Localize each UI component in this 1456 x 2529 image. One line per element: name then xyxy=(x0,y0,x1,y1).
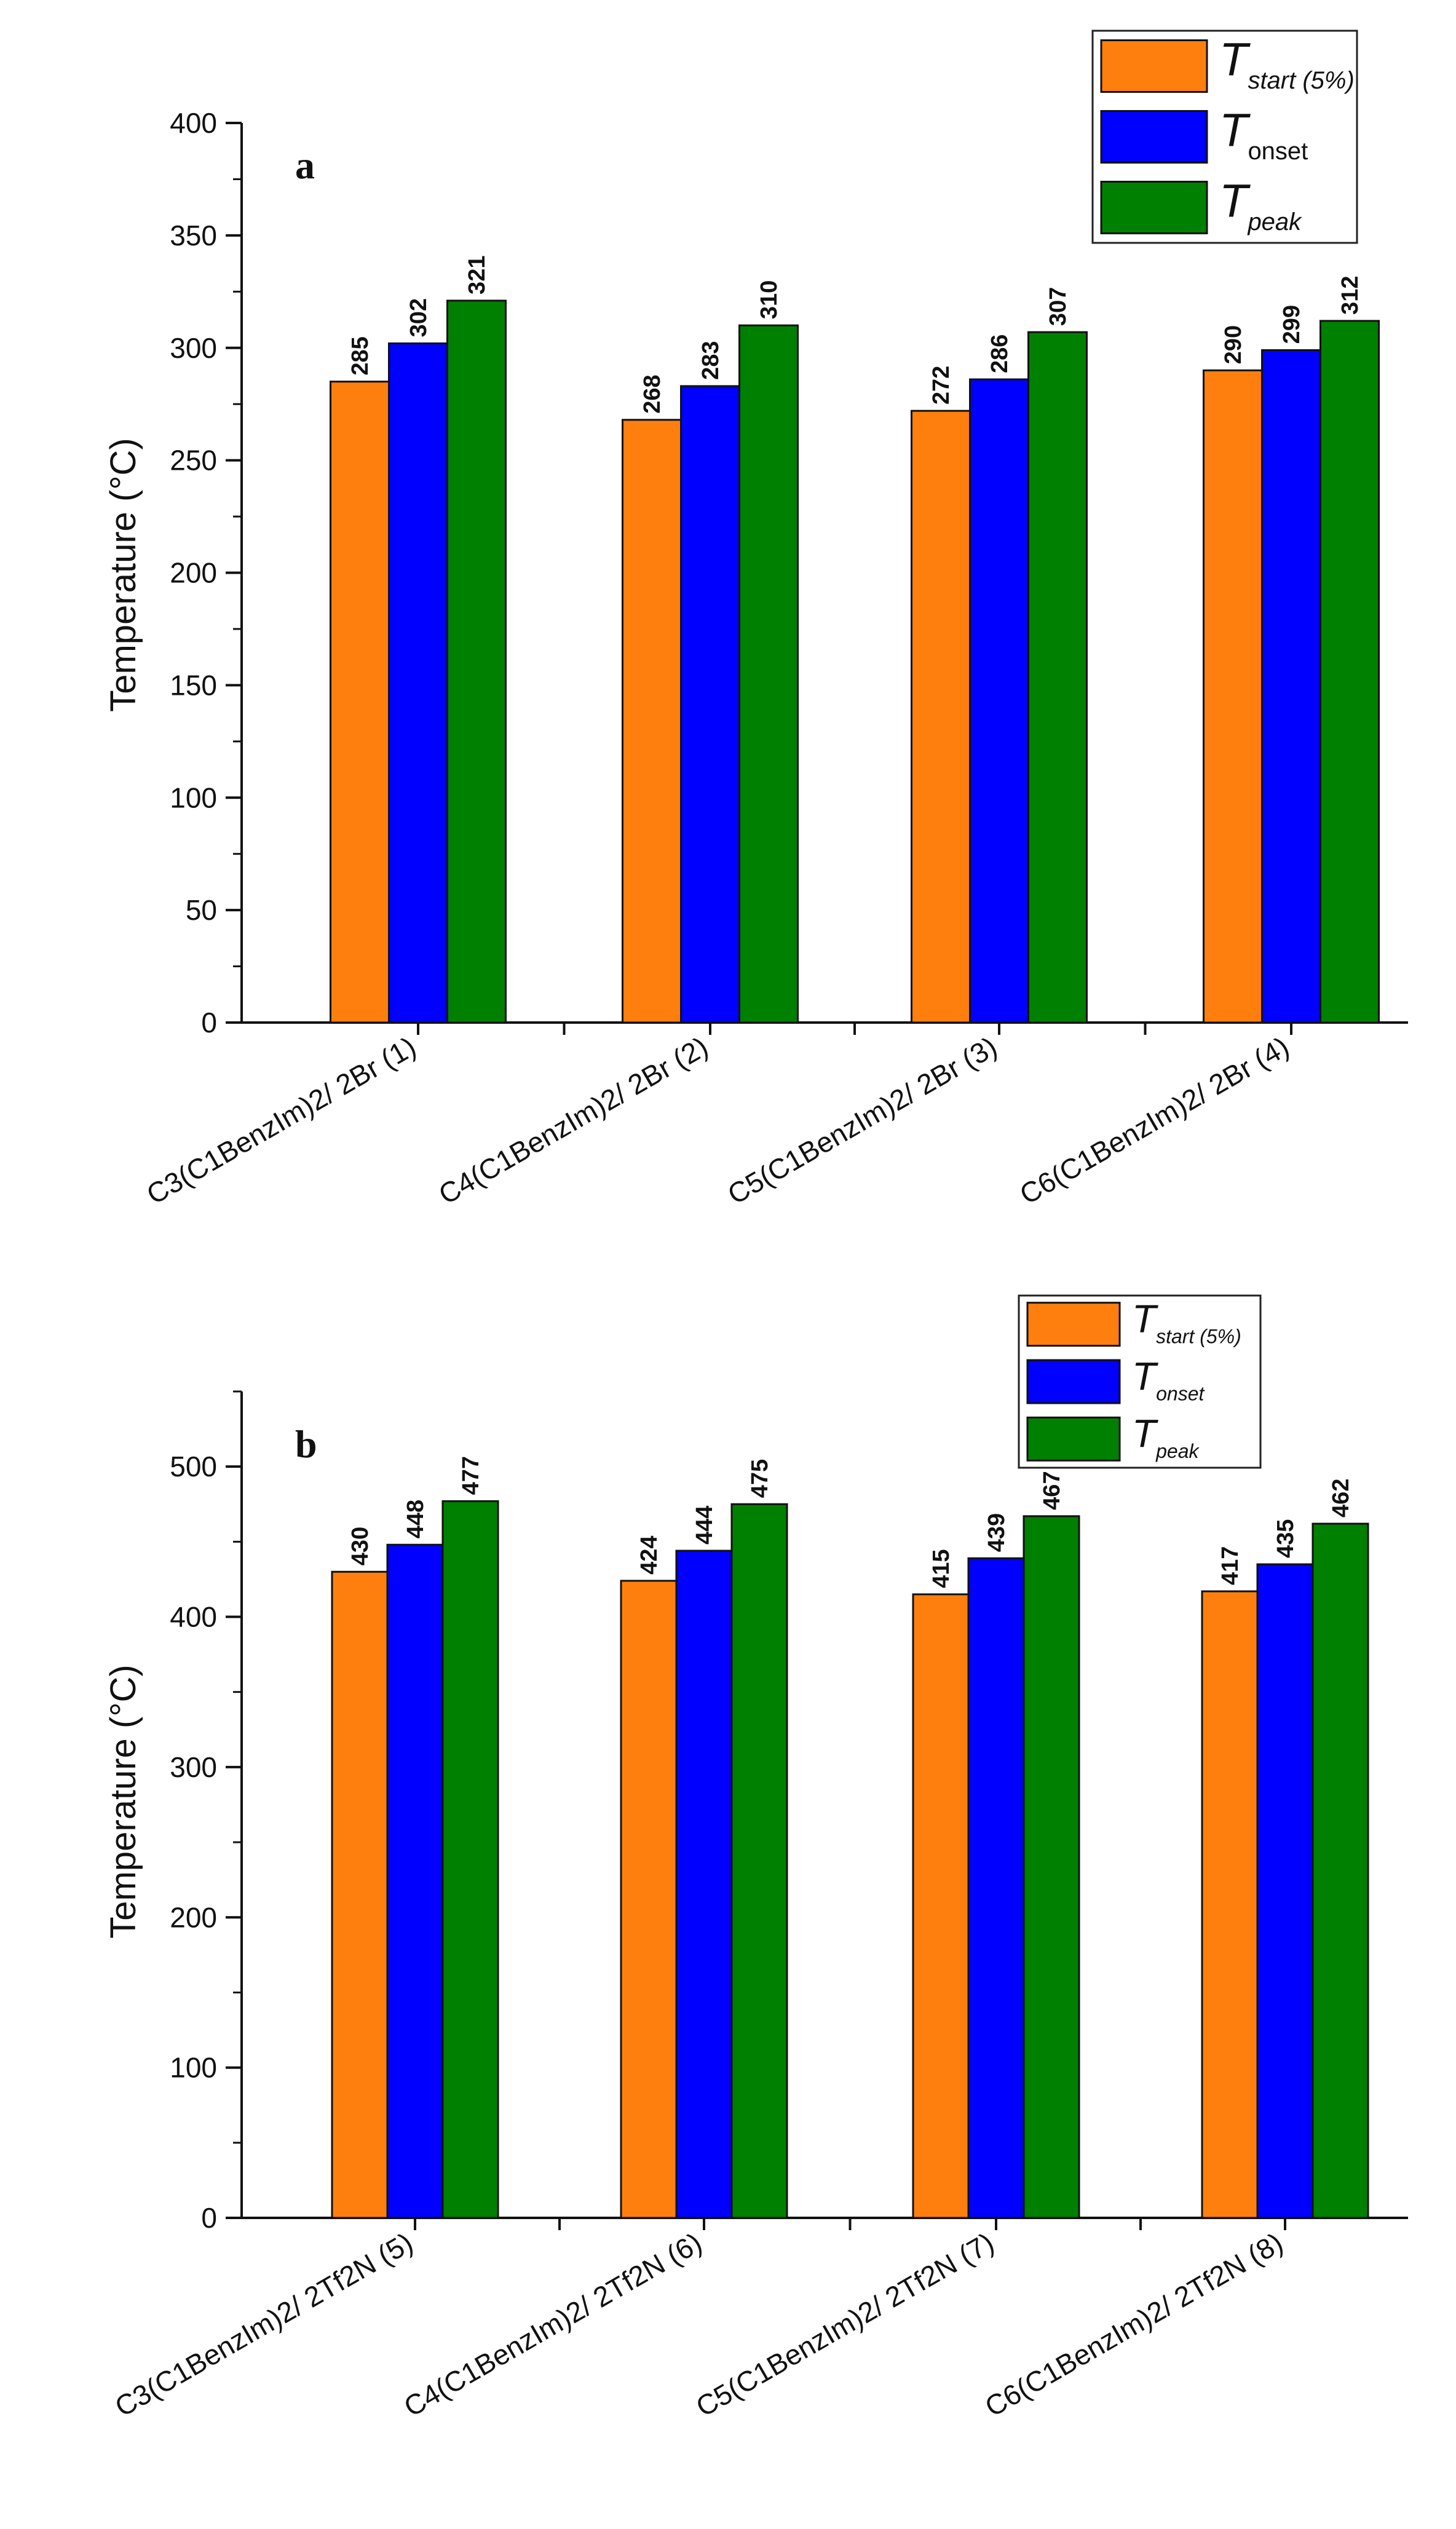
bar xyxy=(386,1543,444,2219)
legend-swatch xyxy=(1100,39,1208,93)
y-tick-label: 100 xyxy=(170,782,217,813)
data-label: 299 xyxy=(1279,305,1305,344)
data-label: 283 xyxy=(698,341,724,380)
bar xyxy=(1256,1563,1314,2219)
panel-label: b xyxy=(295,1422,317,1466)
y-tick-label: 200 xyxy=(170,1901,217,1933)
data-label: 435 xyxy=(1273,1519,1299,1558)
bar xyxy=(911,410,971,1024)
bar xyxy=(1312,1522,1369,2219)
data-label: 285 xyxy=(347,336,373,375)
bar xyxy=(1027,331,1088,1024)
legend-subscript: start (5%) xyxy=(1248,67,1354,94)
bar xyxy=(1201,1590,1259,2219)
bar xyxy=(1261,349,1321,1024)
y-tick-label: 150 xyxy=(170,669,217,701)
data-label: 286 xyxy=(987,334,1013,373)
legend-main-text: T xyxy=(1219,175,1251,228)
data-label: 268 xyxy=(639,374,665,413)
data-label: 321 xyxy=(464,256,490,295)
bar xyxy=(730,1503,788,2219)
data-label: 462 xyxy=(1328,1479,1354,1518)
legend-subscript: onset xyxy=(1156,1383,1205,1405)
y-axis-title: Temperature (°C) xyxy=(103,1664,143,1938)
bar xyxy=(620,1580,678,2219)
y-tick-label: 350 xyxy=(170,220,217,251)
y-tick-label: 500 xyxy=(170,1451,217,1482)
data-label: 430 xyxy=(347,1527,373,1565)
panel-label: a xyxy=(295,143,315,187)
bar xyxy=(331,1570,389,2219)
data-label: 307 xyxy=(1045,287,1071,326)
data-label: 302 xyxy=(406,298,432,337)
legend-swatch xyxy=(1100,181,1208,234)
bar xyxy=(1203,369,1263,1024)
data-label: 290 xyxy=(1221,325,1246,364)
legend-subscript: peak xyxy=(1247,208,1302,235)
bar xyxy=(675,1549,733,2219)
legend-entry: Tstart (5%) xyxy=(1132,1296,1241,1347)
data-label: 417 xyxy=(1217,1546,1243,1585)
legend-subscript: start (5%) xyxy=(1156,1325,1241,1347)
y-tick-label: 400 xyxy=(170,1601,217,1633)
data-label: 272 xyxy=(928,366,954,405)
data-label: 477 xyxy=(458,1456,484,1495)
y-tick-label: 400 xyxy=(170,107,217,139)
data-label: 415 xyxy=(928,1549,954,1588)
legend-main-text: T xyxy=(1132,1354,1158,1398)
bar xyxy=(441,1500,499,2219)
y-tick-label: 0 xyxy=(201,1007,217,1039)
legend-entry: Tstart (5%) xyxy=(1219,34,1355,94)
bar xyxy=(738,324,799,1024)
data-label: 467 xyxy=(1039,1471,1065,1510)
y-tick-label: 0 xyxy=(201,2202,217,2234)
legend-swatch xyxy=(1026,1302,1121,1347)
bar xyxy=(680,385,740,1024)
bar xyxy=(446,299,507,1024)
y-tick-label: 200 xyxy=(170,557,217,589)
legend-entry: Tonset xyxy=(1132,1354,1205,1405)
y-tick-label: 300 xyxy=(170,332,217,364)
data-label: 439 xyxy=(984,1513,1010,1552)
data-label: 310 xyxy=(756,280,782,319)
legend-entry: Tpeak xyxy=(1219,175,1302,235)
y-tick-label: 100 xyxy=(170,2052,217,2084)
y-axis-title: Temperature (°C) xyxy=(103,438,143,711)
data-label: 444 xyxy=(692,1506,718,1545)
legend-main-text: T xyxy=(1219,34,1251,86)
y-tick-label: 300 xyxy=(170,1751,217,1783)
legend-main-text: T xyxy=(1219,105,1251,157)
legend-subscript: peak xyxy=(1155,1440,1200,1462)
legend-swatch xyxy=(1026,1359,1121,1404)
legend-main-text: T xyxy=(1132,1296,1158,1340)
legend-main-text: T xyxy=(1132,1411,1158,1455)
bar xyxy=(622,419,682,1024)
bar xyxy=(1320,320,1380,1024)
y-tick-label: 250 xyxy=(170,445,217,477)
bar xyxy=(969,378,1029,1024)
data-label: 448 xyxy=(403,1500,429,1538)
legend-entry: Tpeak xyxy=(1132,1411,1200,1462)
data-label: 475 xyxy=(747,1459,773,1498)
data-label: 312 xyxy=(1337,275,1363,314)
legend-entry: Tonset xyxy=(1219,105,1308,165)
legend-swatch xyxy=(1026,1416,1121,1462)
bar xyxy=(1023,1515,1080,2219)
bar xyxy=(388,342,448,1024)
legend-subscript: onset xyxy=(1248,138,1308,165)
y-tick-label: 50 xyxy=(186,894,217,926)
bar xyxy=(967,1557,1025,2219)
bar xyxy=(912,1593,970,2219)
legend-swatch xyxy=(1100,110,1208,164)
data-label: 424 xyxy=(636,1535,662,1574)
bar xyxy=(330,381,390,1024)
